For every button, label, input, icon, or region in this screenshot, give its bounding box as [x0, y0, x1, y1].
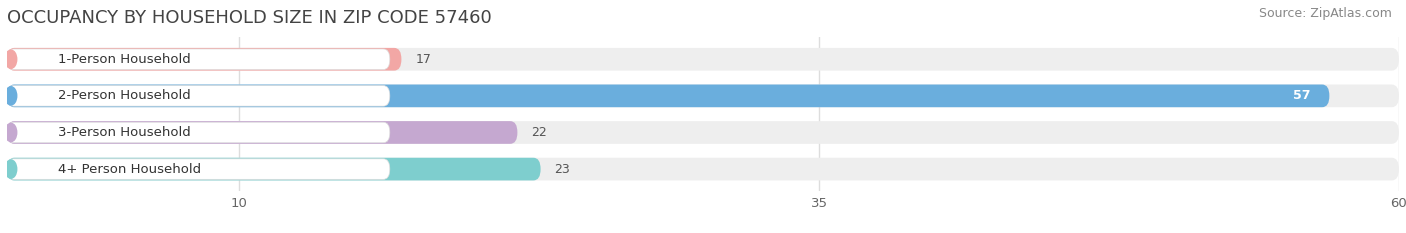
FancyBboxPatch shape: [7, 86, 389, 106]
FancyBboxPatch shape: [7, 49, 389, 69]
FancyBboxPatch shape: [7, 85, 1330, 107]
FancyBboxPatch shape: [7, 158, 540, 180]
Circle shape: [6, 160, 17, 178]
Text: 23: 23: [554, 163, 571, 176]
Text: 57: 57: [1294, 89, 1310, 102]
Text: 2-Person Household: 2-Person Household: [58, 89, 191, 102]
Circle shape: [6, 87, 17, 105]
FancyBboxPatch shape: [7, 159, 389, 179]
FancyBboxPatch shape: [7, 48, 402, 71]
Text: 3-Person Household: 3-Person Household: [58, 126, 191, 139]
Text: 17: 17: [415, 53, 432, 66]
Text: 22: 22: [531, 126, 547, 139]
FancyBboxPatch shape: [7, 48, 1399, 71]
Circle shape: [6, 50, 17, 69]
Circle shape: [6, 123, 17, 142]
Text: 1-Person Household: 1-Person Household: [58, 53, 191, 66]
Text: Source: ZipAtlas.com: Source: ZipAtlas.com: [1258, 7, 1392, 20]
FancyBboxPatch shape: [7, 85, 1399, 107]
Text: OCCUPANCY BY HOUSEHOLD SIZE IN ZIP CODE 57460: OCCUPANCY BY HOUSEHOLD SIZE IN ZIP CODE …: [7, 9, 492, 27]
FancyBboxPatch shape: [7, 122, 389, 143]
FancyBboxPatch shape: [7, 158, 1399, 180]
FancyBboxPatch shape: [7, 121, 1399, 144]
Text: 4+ Person Household: 4+ Person Household: [58, 163, 201, 176]
FancyBboxPatch shape: [7, 121, 517, 144]
